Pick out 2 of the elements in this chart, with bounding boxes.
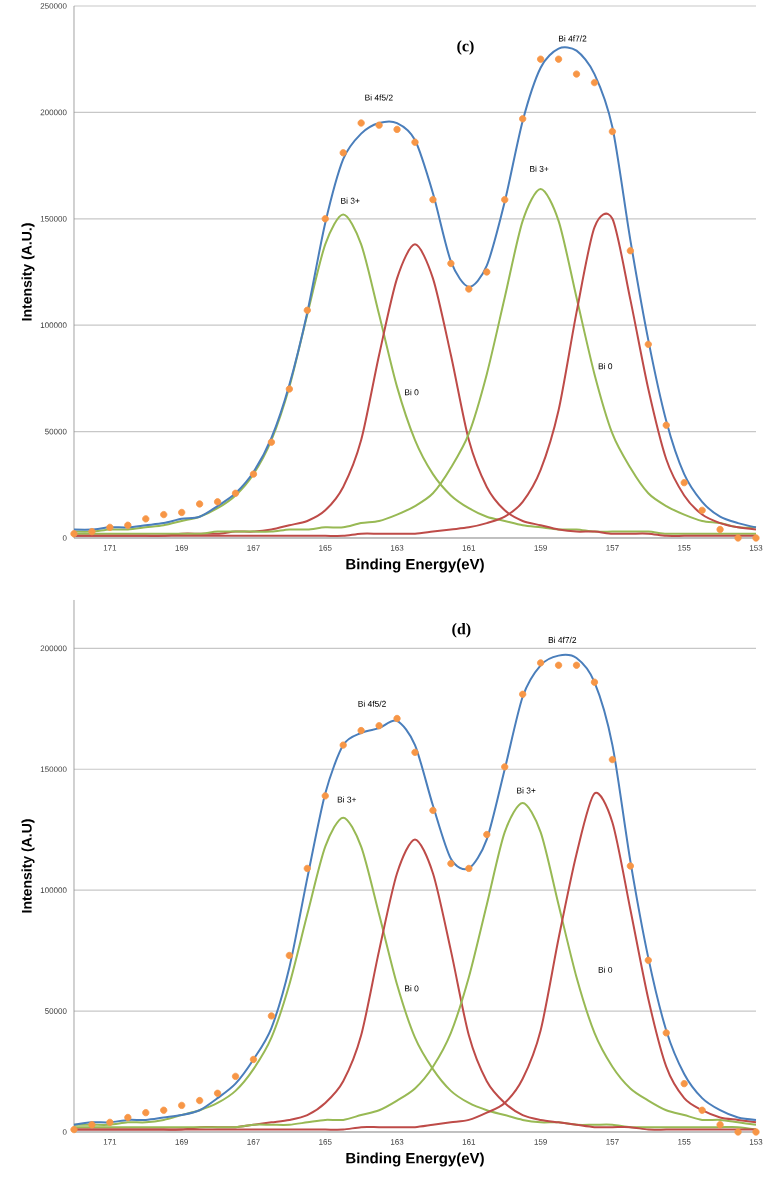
annotation: (d) bbox=[452, 623, 471, 638]
annotation: (c) bbox=[457, 40, 474, 55]
